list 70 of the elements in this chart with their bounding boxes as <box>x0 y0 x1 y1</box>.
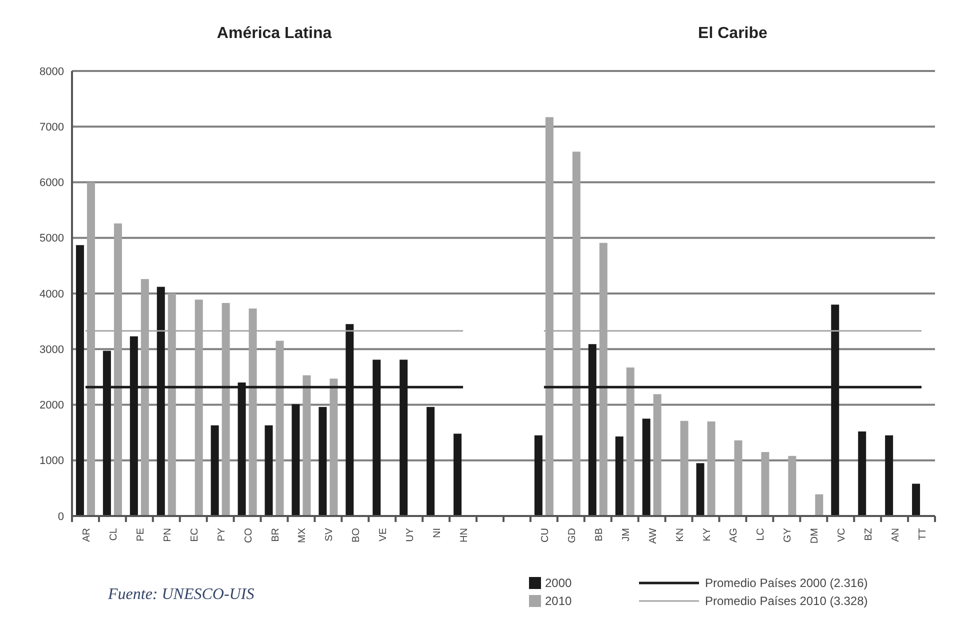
y-tick-label: 3000 <box>40 344 64 356</box>
x-tick-label: JM <box>620 528 632 542</box>
x-tick-label: CU <box>540 528 551 542</box>
x-tick-label: PE <box>135 528 146 542</box>
y-tick-label: 8000 <box>40 66 64 78</box>
source-note: Fuente: UNESCO-UIS <box>107 586 254 603</box>
x-tick-label: CL <box>108 528 120 541</box>
x-tick-label: UY <box>405 528 416 542</box>
y-tick-label: 4000 <box>40 288 64 300</box>
bar <box>292 404 300 516</box>
x-tick-label: VE <box>378 528 390 542</box>
bar <box>534 435 542 516</box>
y-tick-label: 2000 <box>40 400 64 412</box>
x-tick-label: AW <box>648 527 659 544</box>
bar <box>330 378 338 516</box>
x-tick-label: AR <box>81 528 92 542</box>
x-tick-label: BB <box>594 528 605 542</box>
x-tick-label: LC <box>756 528 767 541</box>
bar <box>815 494 824 516</box>
y-tick-label: 5000 <box>40 232 64 245</box>
x-tick-label: MX <box>297 528 308 543</box>
bar <box>426 406 435 516</box>
bar <box>276 340 284 516</box>
bar <box>680 420 688 516</box>
y-tick-label: 0 <box>58 510 64 523</box>
bar <box>210 425 219 516</box>
bar <box>788 456 796 516</box>
x-tick-label: PY <box>216 528 228 542</box>
bar <box>696 463 704 516</box>
bar <box>264 425 273 516</box>
x-tick-label: TT <box>918 528 929 540</box>
x-tick-label: PN <box>162 528 174 542</box>
legend-label: Promedio Países 2000 (2.316) <box>705 576 868 590</box>
text: El Caribe <box>698 25 768 42</box>
x-tick-label: CO <box>243 528 254 543</box>
bar <box>642 418 650 516</box>
bar <box>885 435 894 516</box>
bar <box>615 436 624 516</box>
x-tick-label: DM <box>810 528 821 544</box>
bar <box>626 367 634 516</box>
legend-label: 2000 <box>545 576 572 590</box>
x-tick-label: AN <box>890 528 902 542</box>
y-tick-label: 7000 <box>40 121 64 134</box>
x-tick-label: HN <box>459 528 470 542</box>
bar <box>734 440 742 516</box>
x-tick-label: AG <box>728 528 740 542</box>
x-tick-label: GD <box>566 528 578 543</box>
y-tick-label: 6000 <box>40 177 64 190</box>
x-tick-label: EC <box>189 528 200 542</box>
y-tick-label: 1000 <box>40 455 64 468</box>
x-tick-label: BR <box>270 528 282 542</box>
x-tick-label: SV <box>324 528 336 542</box>
bar <box>761 452 770 516</box>
x-tick-label: VC <box>836 528 848 542</box>
bar <box>912 484 920 516</box>
bar <box>858 431 866 516</box>
bar <box>653 394 662 516</box>
bar <box>454 434 462 516</box>
bar <box>707 421 716 516</box>
x-tick-label: BO <box>351 528 362 542</box>
text: América Latina <box>216 25 332 42</box>
x-tick-label: KY <box>702 528 713 542</box>
bar <box>302 375 311 516</box>
x-tick-label: KN <box>674 528 686 542</box>
legend-label: 2010 <box>545 594 572 608</box>
x-tick-label: BZ <box>864 528 875 541</box>
bar <box>318 406 327 516</box>
x-tick-label: NI <box>432 528 444 538</box>
x-tick-label: GY <box>782 528 794 542</box>
legend-label: Promedio Países 2010 (3.328) <box>705 594 868 608</box>
